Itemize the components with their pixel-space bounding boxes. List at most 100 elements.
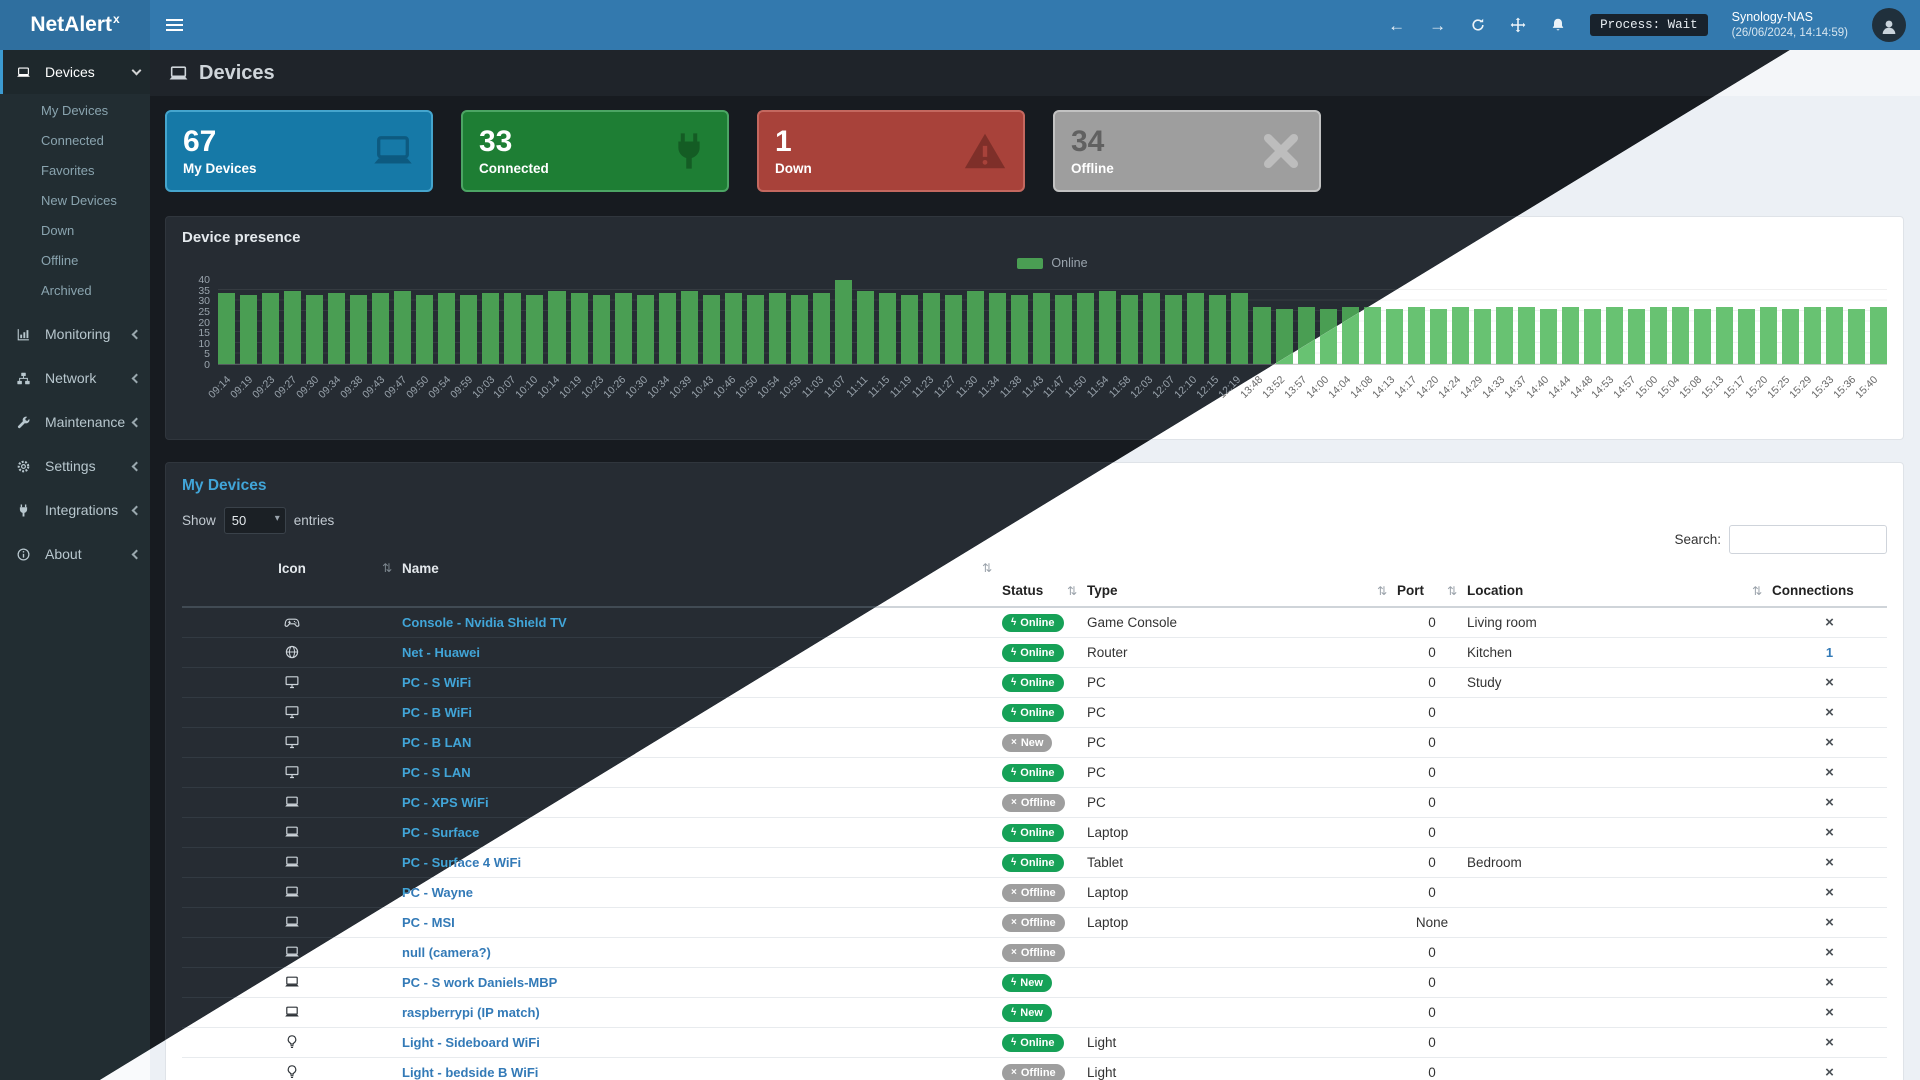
user-avatar[interactable] — [1872, 8, 1906, 42]
chart-bar — [790, 294, 808, 364]
globe-icon — [284, 644, 300, 660]
device-location — [1467, 1027, 1772, 1058]
device-name-link[interactable]: raspberrypi (IP match) — [402, 1004, 540, 1020]
laptop-icon — [284, 974, 300, 990]
column-header-location[interactable]: Location⇅ — [1467, 553, 1772, 608]
nav-forward-icon[interactable]: → — [1429, 15, 1447, 35]
sidebar-subitem-down[interactable]: Down — [41, 223, 75, 238]
chart-bar — [1363, 307, 1381, 364]
chart-bar — [1672, 307, 1690, 364]
sort-icon: ⇅ — [381, 561, 392, 575]
device-type: Game Console — [1087, 607, 1397, 638]
sidebar-subitem-connected[interactable]: Connected — [41, 133, 104, 148]
sidebar-subitem-offline[interactable]: Offline — [41, 253, 79, 268]
x-tick-label: 11:15 — [865, 373, 893, 401]
device-name-link[interactable]: Light - Sideboard WiFi — [402, 1034, 540, 1050]
device-name-link[interactable]: PC - Wayne — [402, 884, 474, 900]
sidebar-subitem-new-devices[interactable]: New Devices — [41, 193, 117, 208]
device-name-link[interactable]: PC - S LAN — [402, 764, 471, 780]
device-name-link[interactable]: Light - bedside B WiFi — [402, 1064, 539, 1080]
device-location — [1467, 1057, 1772, 1080]
device-name-link[interactable]: Console - Nvidia Shield TV — [402, 614, 567, 630]
device-name-link[interactable]: PC - XPS WiFi — [402, 794, 489, 810]
chart-bar — [394, 290, 412, 364]
sort-icon: ⇅ — [1066, 584, 1077, 598]
x-tick-label: 09:47 — [381, 373, 409, 401]
device-location: Study — [1467, 667, 1772, 698]
sort-icon: ⇅ — [1446, 584, 1457, 598]
device-type: Laptop — [1087, 817, 1397, 848]
chart-bar — [592, 294, 610, 364]
chart-bar — [724, 292, 742, 364]
device-name-link[interactable]: PC - S work Daniels-MBP — [402, 974, 558, 990]
x-tick-label: 14:00 — [1304, 373, 1332, 401]
plug-icon: ϟ — [1011, 856, 1017, 868]
x-tick-label: 15:29 — [1787, 373, 1815, 401]
host-name: Synology-NAS — [1731, 10, 1813, 25]
sidebar-subitem-archived[interactable]: Archived — [41, 283, 92, 298]
laptop-icon — [371, 129, 415, 173]
x-tick-label: 10:59 — [777, 373, 805, 401]
column-header-port[interactable]: Port⇅ — [1397, 553, 1467, 608]
nav-back-icon[interactable]: ← — [1388, 15, 1406, 35]
device-name-link[interactable]: PC - S WiFi — [402, 674, 472, 690]
x-tick-label: 13:57 — [1282, 373, 1310, 401]
column-header-icon[interactable]: Icon⇅ — [182, 553, 402, 608]
notifications-bell-icon[interactable] — [1550, 17, 1566, 33]
sidebar-item-network[interactable]: Network — [0, 356, 150, 400]
column-header-status[interactable]: Status⇅ — [1002, 553, 1087, 608]
sidebar-item-devices[interactable]: Devices — [0, 50, 150, 94]
x-tick-label: 09:23 — [250, 373, 278, 401]
chart-bar — [460, 294, 478, 364]
column-header-connections[interactable]: Connections — [1772, 553, 1887, 608]
card-label: Offline — [1071, 160, 1114, 176]
sidebar-item-maintenance[interactable]: Maintenance — [0, 400, 150, 444]
device-name-link[interactable]: PC - B LAN — [402, 734, 472, 750]
connections-link[interactable]: 1 — [1825, 644, 1834, 660]
x-icon: × — [1825, 1033, 1834, 1051]
chart-bar — [262, 292, 280, 364]
sidebar-item-about[interactable]: About — [0, 532, 150, 576]
device-port: 0 — [1397, 1027, 1467, 1058]
refresh-icon[interactable] — [1470, 17, 1486, 33]
legend-swatch — [1017, 257, 1044, 269]
sort-icon: ⇅ — [1751, 584, 1762, 598]
sidebar-item-settings[interactable]: Settings — [0, 444, 150, 488]
device-name-link[interactable]: PC - MSI — [402, 914, 455, 930]
x-icon: × — [1011, 916, 1017, 928]
x-tick-label: 10:07 — [491, 373, 519, 401]
search-input[interactable] — [1729, 525, 1887, 554]
chart-bar — [1429, 309, 1447, 364]
laptop-icon — [284, 914, 300, 930]
sidebar-item-integrations[interactable]: Integrations — [0, 488, 150, 532]
x-tick-label: 09:50 — [403, 373, 431, 401]
x-tick-label: 09:34 — [315, 373, 344, 401]
gamepad-icon — [284, 614, 300, 630]
sidebar-toggle-button[interactable] — [150, 0, 198, 50]
device-name-link[interactable]: PC - B WiFi — [402, 704, 472, 720]
x-tick-label: 11:58 — [1107, 373, 1134, 401]
sidebar-subitem-favorites[interactable]: Favorites — [41, 163, 95, 178]
move-icon[interactable] — [1510, 17, 1526, 33]
laptop-icon — [284, 884, 300, 900]
page-size-select[interactable]: 50 — [223, 507, 286, 534]
sidebar-item-monitoring[interactable]: Monitoring — [0, 312, 150, 356]
device-location: Kitchen — [1467, 637, 1772, 668]
sidebar-subitem-my-devices[interactable]: My Devices — [41, 103, 109, 118]
column-header-type[interactable]: Type⇅ — [1087, 553, 1397, 608]
device-name-link[interactable]: null (camera?) — [402, 944, 491, 960]
device-name-link[interactable]: Net - Huawei — [402, 644, 481, 660]
chart-bar — [1628, 309, 1646, 364]
x-tick-label: 11:19 — [887, 373, 914, 401]
status-label: Online — [1020, 1036, 1055, 1049]
device-name-link[interactable]: PC - Surface — [402, 824, 480, 840]
